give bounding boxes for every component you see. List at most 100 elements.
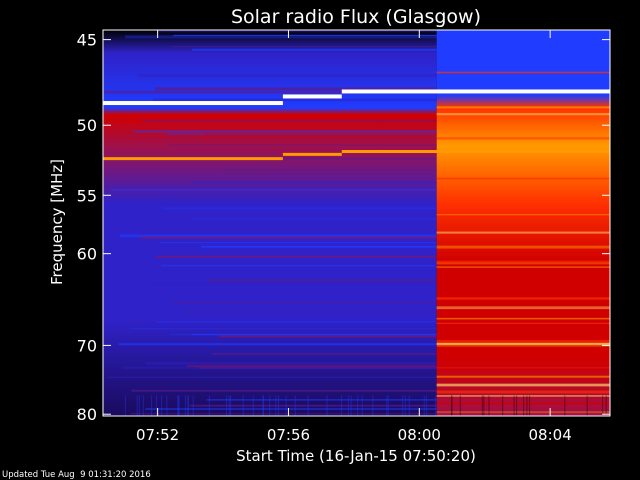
time-stripe (586, 395, 588, 416)
emission-band (436, 322, 610, 324)
pre-burst-background (103, 30, 437, 416)
emission-band (160, 264, 437, 267)
time-stripe (387, 395, 389, 416)
x-axis: 07:52 07:56 08:00 08:04 (136, 30, 572, 444)
time-stripe (423, 395, 425, 416)
time-stripe (275, 395, 277, 416)
emission-band (436, 106, 610, 109)
emission-band (160, 242, 437, 244)
time-stripe (481, 395, 483, 416)
time-stripe (516, 395, 518, 416)
emission-band (436, 342, 610, 345)
time-stripe (401, 395, 403, 416)
emission-band (190, 218, 437, 220)
emission-band (198, 366, 437, 369)
emission-band (436, 324, 610, 327)
time-stripe (225, 395, 227, 416)
emission-band (187, 365, 437, 367)
emission-band (119, 234, 437, 238)
time-stripe (483, 395, 485, 416)
emission-band (436, 306, 610, 310)
time-stripe (230, 395, 232, 416)
time-stripe (136, 395, 138, 416)
emission-band (436, 302, 610, 304)
emission-band (436, 274, 610, 277)
time-stripe (513, 395, 515, 416)
emission-band (118, 343, 437, 346)
x-tick-label: 07:56 (267, 426, 310, 444)
time-stripe (404, 395, 406, 416)
time-stripe (347, 395, 349, 416)
time-stripe (262, 395, 264, 416)
emission-band (208, 279, 437, 281)
emission-band (203, 132, 437, 136)
emission-band (153, 138, 437, 141)
emission-band (131, 389, 437, 392)
x-tick-label: 07:52 (136, 426, 179, 444)
emission-band (153, 98, 437, 102)
emission-band (191, 333, 437, 336)
time-stripe (602, 395, 604, 416)
burst-region-background (436, 30, 610, 416)
time-stripe (502, 395, 504, 416)
emission-band (169, 144, 437, 146)
time-stripe (263, 395, 265, 416)
emission-band (162, 269, 437, 272)
x-axis-label: Start Time (16-Jan-15 07:50:20) (236, 447, 476, 465)
time-stripe (184, 395, 186, 416)
emission-band (436, 297, 610, 300)
time-stripe (294, 395, 296, 416)
emission-line-white (282, 94, 342, 99)
time-stripe (605, 395, 607, 416)
emission-band (436, 71, 610, 74)
emission-line-white (103, 101, 283, 106)
emission-band (436, 376, 610, 379)
time-stripe (178, 395, 180, 416)
emission-band (124, 35, 437, 39)
emission-band (436, 231, 610, 234)
time-stripe (307, 395, 309, 416)
footer-updated-text: Updated Tue Aug 9 01:31:20 2016 (2, 470, 151, 480)
emission-band (104, 90, 437, 94)
emission-band (173, 302, 437, 304)
y-tick-label: 60 (77, 245, 97, 264)
time-stripe (408, 395, 410, 416)
emission-band (145, 408, 437, 410)
time-stripe (156, 395, 158, 416)
time-stripe (357, 395, 359, 416)
emission-band (149, 283, 437, 286)
y-tick-label: 55 (77, 186, 97, 205)
time-stripe (177, 395, 179, 416)
emission-band (130, 412, 437, 415)
time-stripe (142, 395, 144, 416)
emission-line-white (341, 89, 610, 94)
emission-band (436, 266, 610, 268)
emission-band (139, 75, 437, 78)
emission-band (220, 169, 437, 171)
x-tick-label: 08:00 (398, 426, 441, 444)
emission-band (436, 177, 610, 180)
emission-band (110, 188, 437, 191)
time-stripe (361, 395, 363, 416)
emission-band (155, 255, 437, 258)
time-stripe (151, 395, 153, 416)
emission-band (170, 45, 437, 48)
emission-band (185, 157, 437, 160)
emission-band (140, 236, 437, 239)
time-stripe (529, 395, 531, 416)
y-axis-label: Frequency [MHz] (48, 159, 66, 285)
emission-band (129, 328, 437, 330)
emission-band (162, 207, 437, 210)
emission-band (436, 288, 610, 290)
y-tick-label: 50 (77, 116, 97, 135)
time-stripe (425, 395, 427, 416)
emission-line-orange (103, 157, 283, 161)
emission-band (184, 310, 437, 312)
plot-area (103, 30, 610, 416)
emission-band (122, 366, 437, 369)
emission-band (436, 375, 610, 378)
emission-band (208, 280, 437, 283)
emission-band (436, 411, 610, 414)
emission-band (436, 383, 610, 387)
emission-band (132, 217, 437, 220)
